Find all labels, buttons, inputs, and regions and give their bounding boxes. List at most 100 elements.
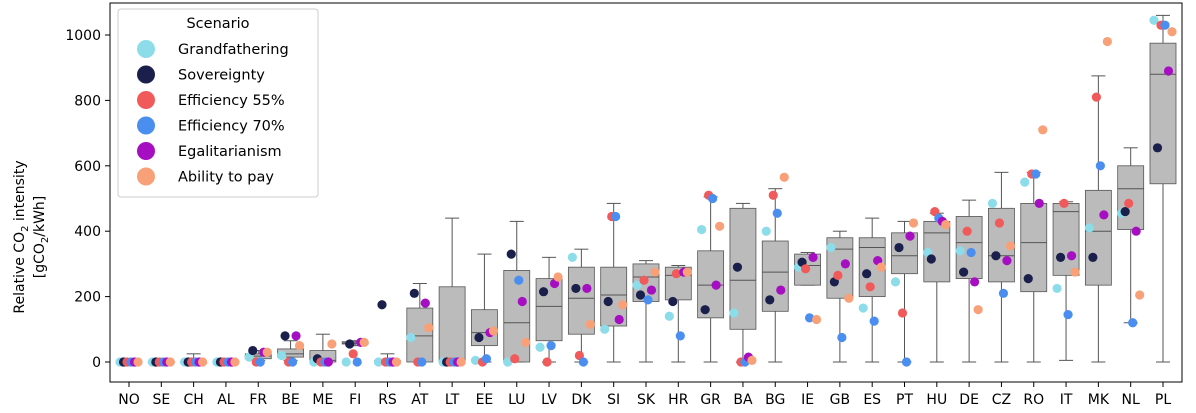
- point-LU: [506, 249, 516, 259]
- point-AT: [409, 288, 419, 298]
- x-tick-label-CZ: CZ: [992, 392, 1011, 408]
- x-tick-label-LV: LV: [541, 392, 557, 408]
- point-DE: [959, 267, 969, 277]
- legend-marker: [137, 167, 155, 186]
- box-iqr: [277, 348, 304, 358]
- point-AL: [230, 357, 240, 367]
- x-axis: NO SE CH AL FR BE ME FI RS AT LT EE LU LV DK SI SK HR GR BA…: [118, 382, 1171, 408]
- point-SK: [643, 295, 653, 305]
- x-tick-label-SE: SE: [152, 392, 170, 408]
- series-grandfathering: [115, 15, 1159, 367]
- point-LV: [553, 272, 563, 282]
- x-tick-label-CH: CH: [183, 392, 203, 408]
- point-GB: [833, 270, 843, 280]
- x-tick-label-FI: FI: [349, 392, 361, 408]
- box-iqr: [1149, 42, 1177, 185]
- point-BA: [747, 355, 757, 365]
- point-MK: [1084, 223, 1094, 233]
- point-FI: [359, 337, 369, 347]
- point-AT: [417, 357, 427, 367]
- y-axis-unit-sub: 2: [40, 237, 51, 243]
- point-ME: [323, 357, 333, 367]
- point-BE: [280, 331, 290, 341]
- point-FR: [248, 345, 258, 356]
- point-SE: [165, 357, 175, 367]
- y-axis-label-main: Relative CO: [12, 232, 28, 314]
- point-HR: [671, 269, 681, 279]
- point-MK: [1095, 161, 1105, 171]
- point-RS: [373, 357, 384, 367]
- y-tick-label: 800: [74, 93, 101, 109]
- box-iqr: [1117, 165, 1145, 230]
- point-IT: [1059, 198, 1069, 209]
- point-BE: [291, 331, 301, 341]
- point-AT: [406, 332, 416, 343]
- legend-marker: [137, 40, 155, 58]
- point-MK: [1099, 210, 1109, 220]
- point-IT: [1055, 252, 1066, 262]
- point-BE: [276, 350, 287, 361]
- point-DK: [571, 283, 581, 294]
- x-tick-label-LU: LU: [508, 392, 525, 408]
- point-HR: [664, 311, 674, 321]
- point-MK: [1102, 36, 1112, 47]
- x-tick-label-EE: EE: [476, 392, 494, 408]
- box-PT: [891, 220, 918, 363]
- x-tick-label-SI: SI: [607, 392, 620, 408]
- point-CZ: [994, 218, 1005, 228]
- point-NO: [133, 357, 143, 367]
- point-RO: [1023, 274, 1033, 284]
- point-LU: [517, 296, 527, 307]
- point-FI: [352, 357, 362, 367]
- point-SK: [650, 267, 660, 277]
- point-DE: [970, 277, 980, 287]
- point-ES: [862, 269, 872, 279]
- point-HR: [675, 331, 685, 341]
- box-NL: [1117, 147, 1145, 324]
- point-SK: [639, 275, 649, 285]
- x-tick-label-IE: IE: [801, 392, 814, 408]
- x-tick-label-DK: DK: [571, 392, 592, 408]
- point-BG: [776, 285, 786, 295]
- point-BE: [294, 341, 305, 351]
- point-IE: [811, 314, 822, 325]
- point-GR: [708, 193, 718, 204]
- point-LV: [535, 342, 545, 352]
- point-GR: [697, 224, 707, 235]
- point-AT: [424, 323, 434, 333]
- x-tick-label-PL: PL: [1155, 392, 1171, 408]
- point-NL: [1124, 198, 1134, 209]
- y-axis: 0 200 400 600 800 1000: [65, 28, 110, 371]
- y-tick-label: 0: [92, 355, 101, 371]
- point-PL: [1160, 20, 1170, 30]
- x-tick-label-AL: AL: [217, 392, 235, 408]
- point-PT: [890, 277, 901, 287]
- x-tick-label-NO: NO: [118, 392, 140, 408]
- x-tick-label-NL: NL: [1122, 392, 1140, 408]
- legend-label: Egalitarianism: [178, 144, 282, 160]
- point-PL: [1149, 15, 1159, 25]
- point-PT: [901, 357, 912, 367]
- y-axis-unit-a: [gCO: [32, 243, 48, 278]
- point-GR: [715, 221, 725, 231]
- point-LT: [456, 357, 466, 367]
- point-SK: [635, 290, 646, 300]
- x-tick-label-BE: BE: [281, 392, 299, 408]
- box-iqr: [1052, 203, 1080, 276]
- legend-marker: [137, 65, 155, 84]
- point-DK: [578, 357, 588, 367]
- x-tick-label-BA: BA: [733, 392, 753, 408]
- point-CZ: [991, 251, 1001, 261]
- legend-entry-grandfathering: Grandfathering: [137, 40, 289, 58]
- legend-box: [117, 8, 319, 198]
- point-IT: [1066, 251, 1077, 261]
- point-PT: [908, 218, 919, 228]
- point-DE: [962, 226, 972, 236]
- x-tick-label-FR: FR: [249, 392, 267, 408]
- point-SI: [618, 300, 628, 310]
- legend-entries: Grandfathering Sovereignty Efficiency 55% E…: [137, 40, 289, 186]
- point-DK: [582, 283, 592, 294]
- x-tick-label-HU: HU: [926, 392, 947, 408]
- legend-entry-sovereignty: Sovereignty: [137, 65, 265, 84]
